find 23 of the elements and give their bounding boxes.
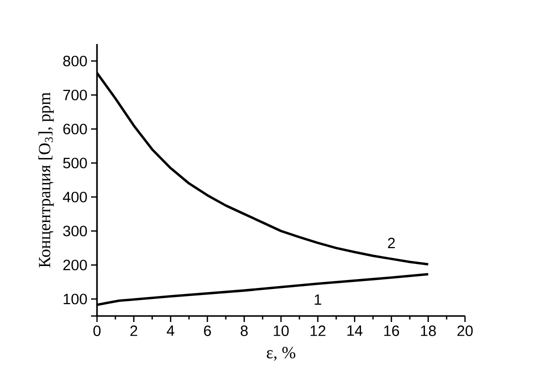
x-tick-label: 0 bbox=[93, 325, 101, 336]
x-tick-label: 16 bbox=[384, 325, 400, 336]
y-tick-label: 800 bbox=[63, 56, 87, 66]
x-tick-label: 6 bbox=[204, 325, 211, 336]
y-axis-title: Концентрация [O$_{3}$], ppm bbox=[38, 92, 54, 268]
x-tick-label: 18 bbox=[421, 325, 436, 336]
y-tick-label: 300 bbox=[63, 226, 87, 236]
annotation: 2 bbox=[388, 238, 395, 248]
x-tick-label: 20 bbox=[457, 325, 473, 336]
y-tick-label: 700 bbox=[63, 90, 87, 100]
x-tick-label: 10 bbox=[274, 325, 289, 336]
x-tick-label: 8 bbox=[240, 325, 248, 336]
y-tick-label: 400 bbox=[62, 192, 87, 202]
x-tick-label: 2 bbox=[130, 325, 138, 336]
x-tick-label: 4 bbox=[166, 326, 174, 336]
x-tick-label: 14 bbox=[347, 326, 362, 336]
x-tick-label: 12 bbox=[310, 325, 326, 336]
annotation: 1 bbox=[314, 294, 322, 305]
x-axis-title: ε, % bbox=[266, 346, 296, 361]
y-tick-label: 200 bbox=[63, 260, 87, 270]
y-tick-label: 500 bbox=[63, 158, 87, 168]
y-tick-label: 100 bbox=[64, 294, 87, 304]
y-tick-label: 600 bbox=[63, 124, 87, 134]
